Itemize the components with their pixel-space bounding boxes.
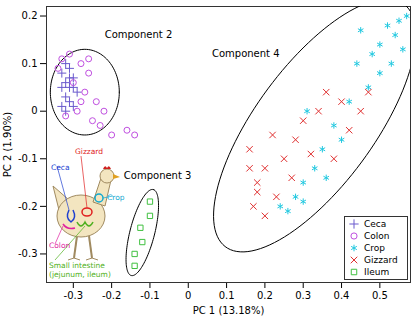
svg-text:0: 0 [185, 290, 191, 301]
svg-text:Gizzard: Gizzard [364, 255, 398, 265]
svg-text:Ceca: Ceca [364, 219, 386, 229]
svg-text:Small intestine(jejunum, ileum: Small intestine(jejunum, ileum) [49, 261, 111, 279]
svg-text:Colon: Colon [364, 231, 390, 241]
svg-text:PC 2 (1.90%): PC 2 (1.90%) [2, 112, 13, 177]
svg-text:Ileum: Ileum [364, 267, 389, 277]
svg-text:-0.1: -0.1 [140, 290, 160, 301]
svg-text:0.2: 0.2 [22, 10, 38, 21]
svg-text:0.4: 0.4 [334, 290, 350, 301]
svg-text:0.3: 0.3 [295, 290, 311, 301]
svg-text:0.2: 0.2 [257, 290, 273, 301]
svg-text:0.1: 0.1 [22, 58, 38, 69]
svg-text:-0.2: -0.2 [18, 201, 38, 212]
svg-text:Component 2: Component 2 [105, 29, 173, 40]
svg-text:0: 0 [31, 105, 37, 116]
svg-text:0.5: 0.5 [372, 290, 388, 301]
svg-text:Gizzard: Gizzard [75, 147, 103, 156]
svg-text:-0.3: -0.3 [18, 248, 38, 259]
svg-text:Colon: Colon [49, 241, 70, 250]
svg-text:Crop: Crop [364, 243, 385, 253]
svg-text:-0.2: -0.2 [102, 290, 122, 301]
svg-text:-0.1: -0.1 [18, 153, 38, 164]
svg-text:PC 1 (13.18%): PC 1 (13.18%) [193, 305, 265, 316]
svg-text:Ceca: Ceca [51, 163, 70, 172]
svg-text:0.1: 0.1 [219, 290, 235, 301]
svg-text:Component 3: Component 3 [124, 170, 192, 181]
svg-text:-0.3: -0.3 [64, 290, 84, 301]
svg-text:Crop: Crop [107, 193, 125, 202]
svg-text:Component 4: Component 4 [212, 48, 280, 59]
